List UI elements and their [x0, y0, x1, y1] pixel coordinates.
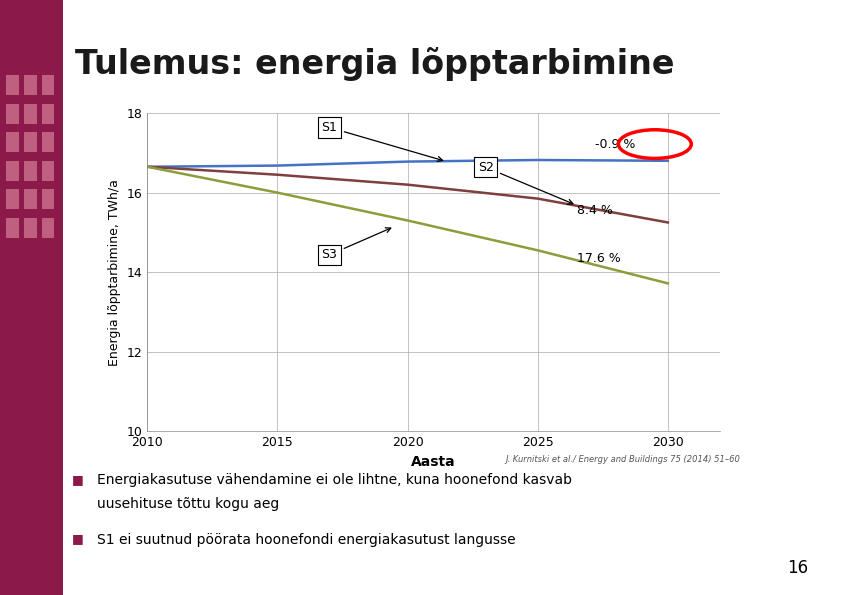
X-axis label: Aasta: Aasta	[412, 455, 456, 469]
Text: ■: ■	[72, 533, 83, 546]
Text: S2: S2	[477, 161, 573, 204]
Bar	[42, 189, 54, 209]
Text: Tulemus: energia lõpptarbimine: Tulemus: energia lõpptarbimine	[75, 46, 674, 81]
Text: ■: ■	[72, 473, 83, 486]
Bar	[24, 161, 37, 181]
Text: 17.6 %: 17.6 %	[577, 252, 621, 265]
Bar	[7, 189, 19, 209]
Bar	[7, 104, 19, 124]
Bar	[42, 161, 54, 181]
Bar	[7, 161, 19, 181]
Bar	[24, 104, 37, 124]
Bar	[42, 132, 54, 152]
Bar	[42, 104, 54, 124]
Text: 16: 16	[787, 559, 808, 577]
Bar	[7, 75, 19, 95]
Bar	[42, 218, 54, 238]
Bar	[7, 218, 19, 238]
Text: S3: S3	[322, 228, 391, 261]
Bar	[24, 75, 37, 95]
Bar	[24, 189, 37, 209]
Bar	[24, 132, 37, 152]
Bar	[7, 132, 19, 152]
Text: S1 ei suutnud pöörata hoonefondi energiakasutust langusse: S1 ei suutnud pöörata hoonefondi energia…	[97, 533, 515, 547]
Bar	[42, 75, 54, 95]
Y-axis label: Energia lõpptarbimine, TWh/a: Energia lõpptarbimine, TWh/a	[108, 178, 121, 366]
Text: -0.9 %: -0.9 %	[595, 137, 636, 151]
Text: J. Kurnitski et al./ Energy and Buildings 75 (2014) 51–60: J. Kurnitski et al./ Energy and Building…	[505, 455, 740, 464]
Text: S1: S1	[322, 121, 443, 161]
Text: 8.4 %: 8.4 %	[577, 204, 613, 217]
Text: Energiakasutuse vähendamine ei ole lihtne, kuna hoonefond kasvab: Energiakasutuse vähendamine ei ole lihtn…	[97, 473, 572, 487]
Text: uusehituse tõttu kogu aeg: uusehituse tõttu kogu aeg	[97, 497, 279, 511]
Bar	[24, 218, 37, 238]
